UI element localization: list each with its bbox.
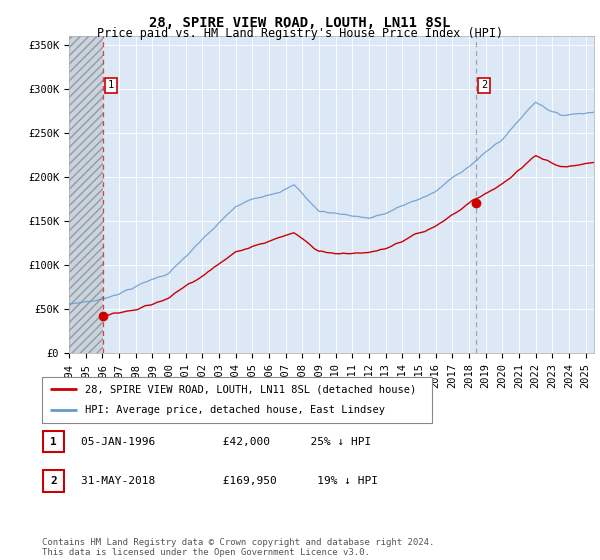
Text: Contains HM Land Registry data © Crown copyright and database right 2024.
This d: Contains HM Land Registry data © Crown c… (42, 538, 434, 557)
Text: 2: 2 (481, 81, 487, 91)
FancyBboxPatch shape (43, 431, 64, 452)
Text: 31-MAY-2018          £169,950      19% ↓ HPI: 31-MAY-2018 £169,950 19% ↓ HPI (81, 476, 378, 486)
FancyBboxPatch shape (42, 377, 432, 423)
Text: 1: 1 (107, 81, 114, 91)
Text: Price paid vs. HM Land Registry's House Price Index (HPI): Price paid vs. HM Land Registry's House … (97, 27, 503, 40)
Text: HPI: Average price, detached house, East Lindsey: HPI: Average price, detached house, East… (85, 405, 385, 416)
Text: 2: 2 (50, 476, 57, 486)
Bar (69, 36, 103, 353)
Text: 28, SPIRE VIEW ROAD, LOUTH, LN11 8SL (detached house): 28, SPIRE VIEW ROAD, LOUTH, LN11 8SL (de… (85, 384, 416, 394)
Text: 28, SPIRE VIEW ROAD, LOUTH, LN11 8SL: 28, SPIRE VIEW ROAD, LOUTH, LN11 8SL (149, 16, 451, 30)
Text: 1: 1 (50, 437, 57, 447)
Text: 05-JAN-1996          £42,000      25% ↓ HPI: 05-JAN-1996 £42,000 25% ↓ HPI (81, 437, 371, 447)
FancyBboxPatch shape (43, 470, 64, 492)
